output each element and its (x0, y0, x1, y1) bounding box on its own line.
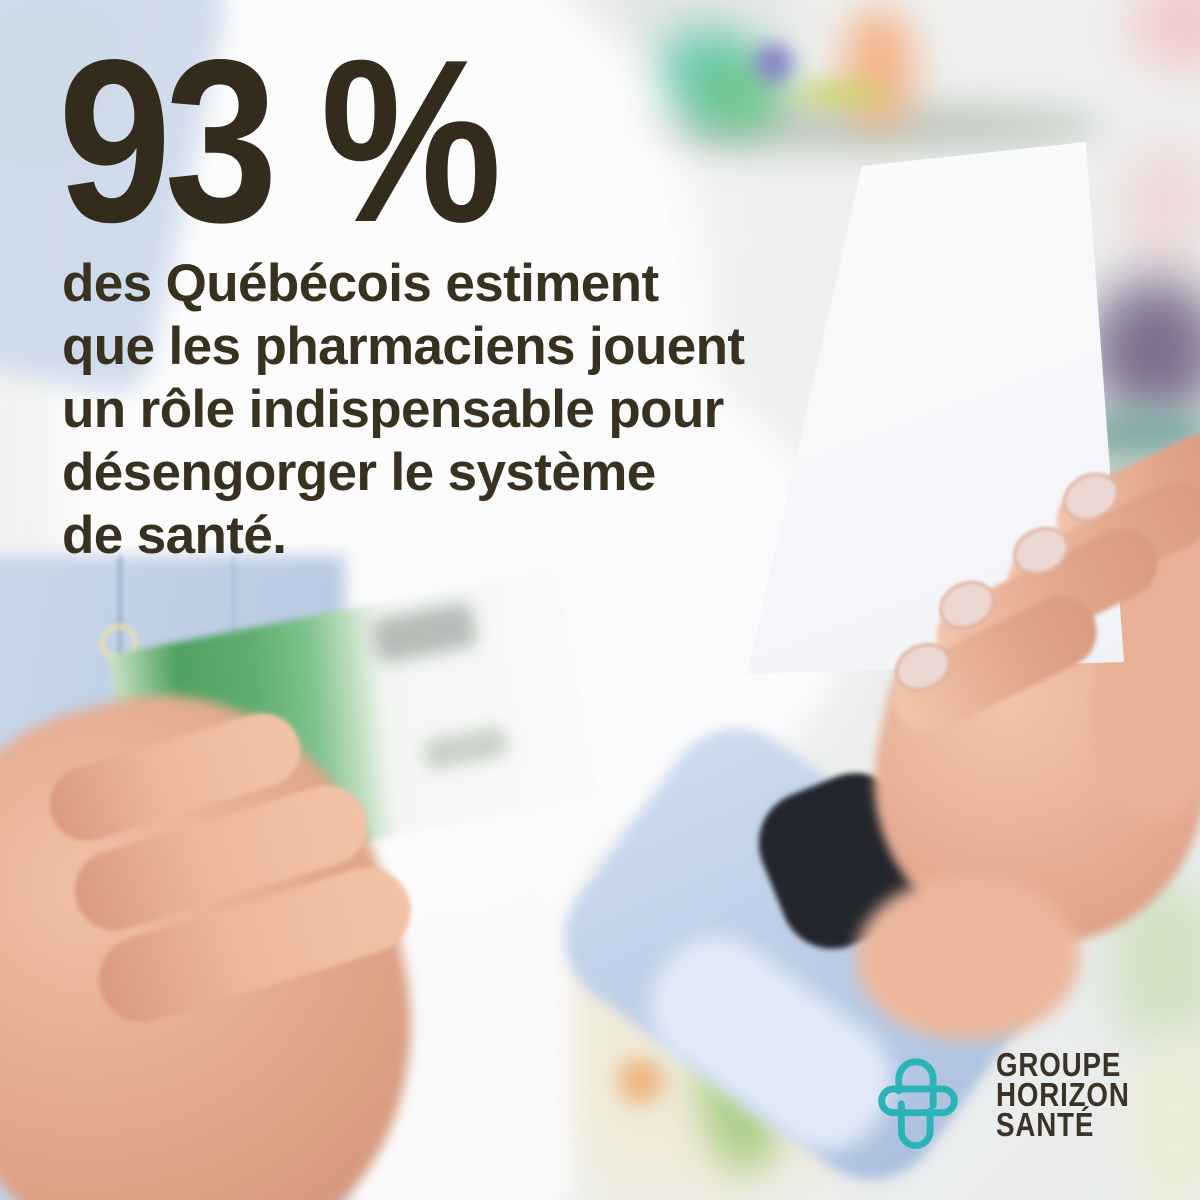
bokeh-blob-cream-corner (1128, 1038, 1200, 1200)
box-label-smudge (421, 725, 509, 771)
stat-description-line: un rôle indispensable pour (62, 380, 724, 439)
stat-description: des Québécois estiment que les pharmacie… (62, 252, 745, 567)
interlaced-cross-icon (878, 1058, 958, 1149)
stat-value: 93 % (58, 12, 502, 271)
stat-description-line: des Québécois estiment (62, 254, 659, 313)
stat-description-line: que les pharmaciens jouent (62, 317, 745, 376)
right-hand-wrist (856, 876, 1080, 1040)
bokeh-blob-dark-purple (1088, 278, 1200, 423)
brand-name: GROUPE HORIZON SANTÉ (996, 1046, 1130, 1143)
brand-logo: GROUPE HORIZON SANTÉ (878, 1046, 1155, 1149)
box-label-smudge (370, 601, 478, 665)
bokeh-blob-chartreuse (793, 80, 891, 108)
bokeh-blob-orange (843, 6, 915, 130)
stat-description-line: de santé. (62, 506, 287, 565)
brand-name-line: SANTÉ (996, 1106, 1095, 1143)
bokeh-blob-purple (755, 44, 793, 82)
stat-description-line: désengorger le système (62, 443, 656, 502)
lower-shelf-orange-dot (618, 1058, 664, 1104)
bokeh-blob-pink (1128, 0, 1200, 71)
brand-name-line: HORIZON (996, 1076, 1130, 1113)
bokeh-blob-pale-pink (1118, 138, 1200, 273)
brand-name-line: GROUPE (996, 1046, 1122, 1083)
